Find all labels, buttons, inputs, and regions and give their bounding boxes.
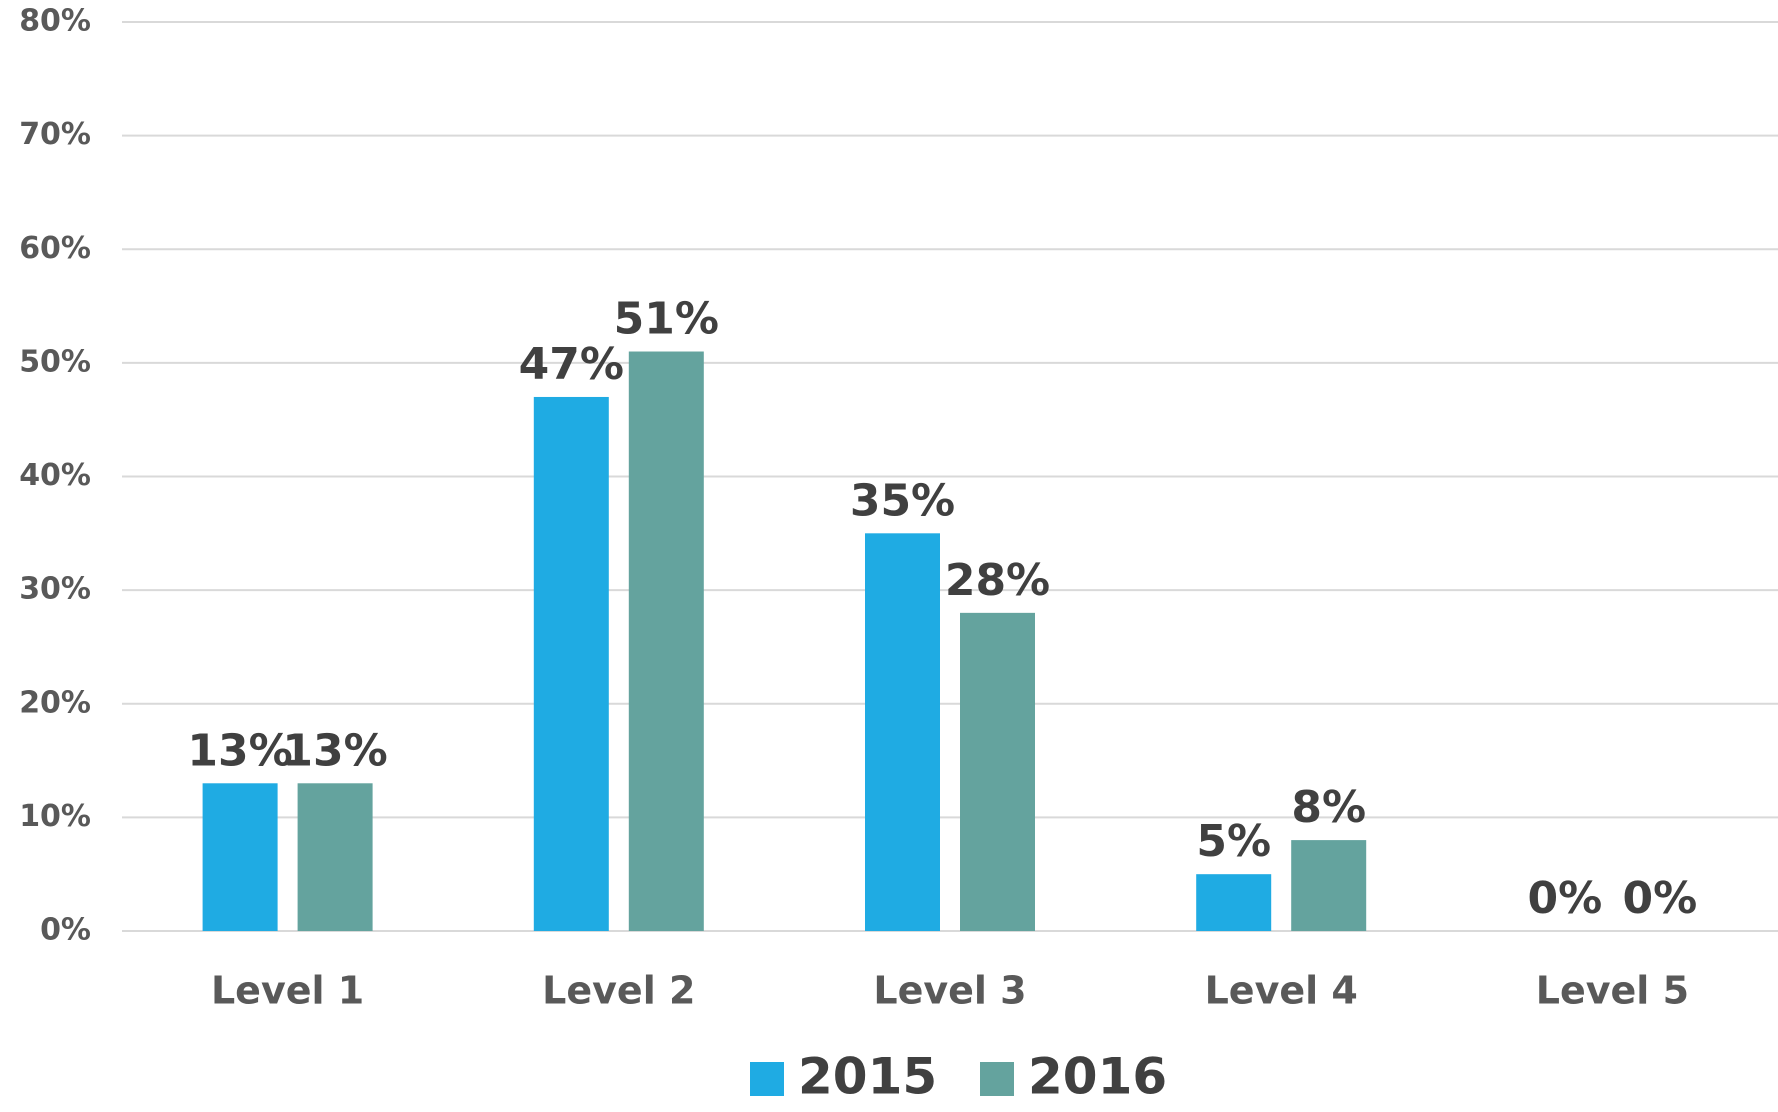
data-label: 28%	[945, 555, 1050, 606]
bar	[1291, 840, 1367, 931]
y-tick-label: 70%	[19, 117, 91, 152]
y-tick-label: 60%	[19, 231, 91, 266]
legend-swatch	[750, 1062, 784, 1096]
y-tick-label: 30%	[19, 572, 91, 607]
bar	[960, 612, 1035, 931]
bar	[628, 351, 704, 931]
y-tick-label: 10%	[19, 799, 91, 834]
data-label: 5%	[1196, 816, 1271, 867]
bar	[297, 783, 373, 931]
y-tick-label: 50%	[19, 344, 91, 379]
data-label: 0%	[1528, 873, 1603, 924]
data-label: 0%	[1623, 873, 1698, 924]
y-tick-label: 40%	[19, 458, 91, 493]
data-label: 35%	[850, 475, 955, 526]
bar	[533, 396, 609, 931]
bar	[865, 533, 940, 931]
x-tick-label: Level 3	[873, 969, 1026, 1013]
legend-swatch	[980, 1062, 1014, 1096]
y-tick-label: 0%	[40, 913, 91, 948]
data-label: 47%	[519, 339, 624, 390]
x-tick-label: Level 1	[211, 969, 364, 1013]
x-tick-label: Level 5	[1536, 969, 1689, 1013]
data-label: 13%	[187, 725, 292, 776]
y-tick-label: 80%	[19, 4, 91, 39]
bar	[1196, 874, 1272, 931]
x-tick-label: Level 2	[542, 969, 695, 1013]
bar	[202, 783, 278, 931]
data-label: 8%	[1291, 782, 1366, 833]
data-label: 13%	[282, 725, 387, 776]
data-label: 51%	[614, 294, 719, 345]
legend-label: 2015	[798, 1048, 937, 1106]
legend-label: 2016	[1028, 1048, 1167, 1106]
y-tick-label: 20%	[19, 685, 91, 720]
x-tick-label: Level 4	[1205, 969, 1358, 1013]
